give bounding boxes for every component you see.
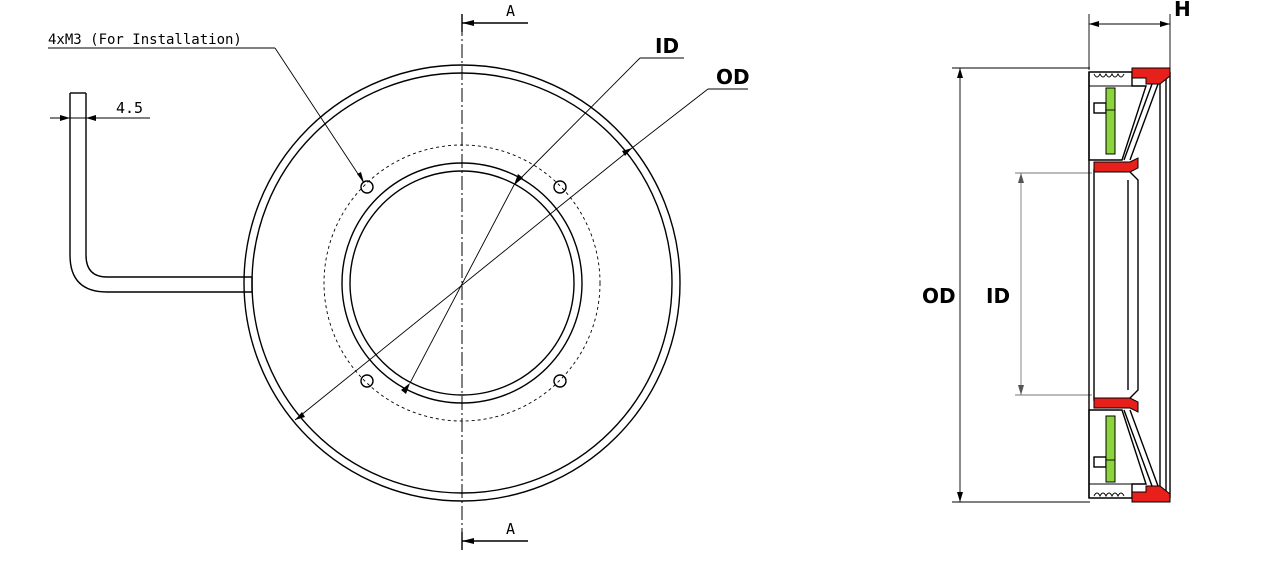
side-id-dimension: ID <box>986 172 1092 396</box>
installation-leader: 4xM3 (For Installation) <box>48 32 365 184</box>
insert-green <box>1105 87 1116 483</box>
h-dimension: H <box>1088 0 1191 70</box>
outer-circle <box>243 64 681 502</box>
cable-dim-label: 4.5 <box>116 99 143 117</box>
section-label-bottom: A <box>506 520 515 538</box>
mounting-hole <box>360 180 374 194</box>
front-od-label: OD <box>716 65 750 89</box>
side-od-dimension: OD <box>922 67 1090 503</box>
cable <box>69 92 253 293</box>
section-mark-bottom: A <box>461 520 528 550</box>
id-leader: ID <box>401 34 684 394</box>
inner-ring-inner <box>349 170 575 396</box>
section-label-top: A <box>506 2 515 20</box>
section-view: H OD ID <box>922 0 1191 503</box>
section-mark-top: A <box>461 2 528 32</box>
mounting-hole <box>553 374 567 388</box>
side-h-label: H <box>1174 0 1191 21</box>
cable-dimension: 4.5 <box>50 99 150 121</box>
inner-ring-outer <box>341 162 583 404</box>
seal-red <box>1093 67 1171 503</box>
mounting-hole <box>553 180 567 194</box>
od-leader: OD <box>294 65 750 421</box>
section-body <box>1088 71 1171 499</box>
front-id-label: ID <box>655 34 679 58</box>
front-view: A A 4.5 <box>48 2 750 550</box>
mounting-hole <box>360 374 374 388</box>
bolt-circle <box>323 144 601 422</box>
side-id-label: ID <box>986 284 1010 308</box>
side-od-label: OD <box>922 284 956 308</box>
installation-note: 4xM3 (For Installation) <box>48 32 242 48</box>
